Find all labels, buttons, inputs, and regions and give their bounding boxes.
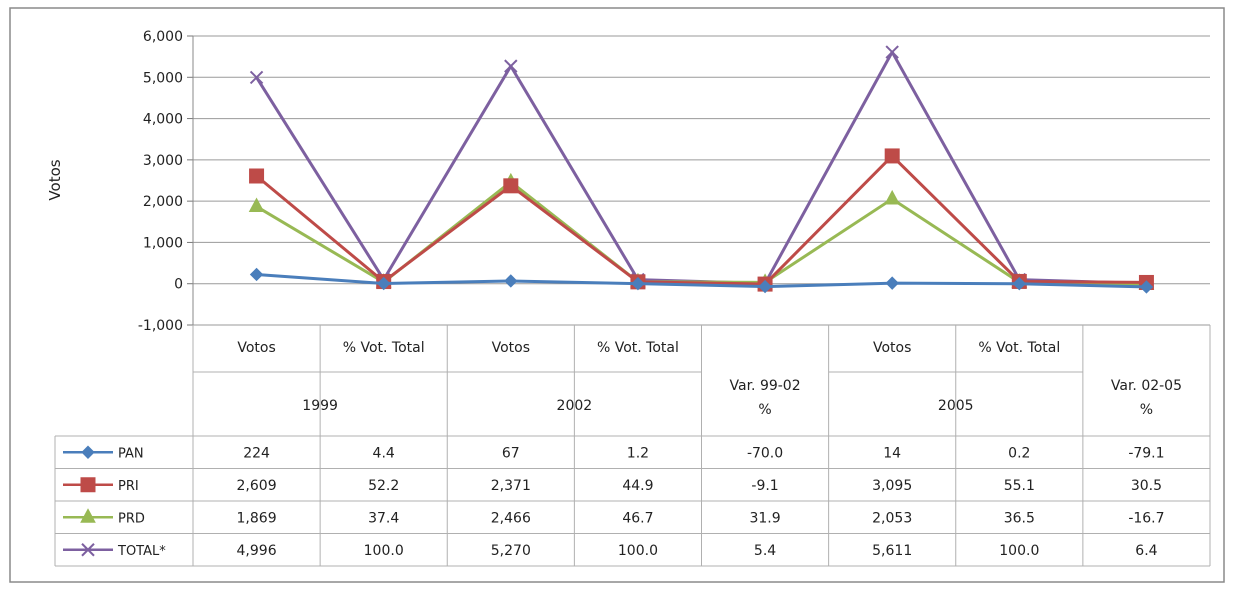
category-group-label: 2002 <box>557 398 593 414</box>
data-point <box>80 477 96 493</box>
table-cell-value: 2,053 <box>872 510 912 526</box>
table-cell-value: 14 <box>883 445 901 461</box>
data-point <box>249 267 264 282</box>
category-group-label: 2005 <box>938 398 974 414</box>
data-point <box>885 276 899 290</box>
y-tick-label: 6,000 <box>143 29 183 45</box>
y-tick-label: -1,000 <box>138 318 183 334</box>
y-tick-label: 3,000 <box>143 153 183 169</box>
table-cell-value: -79.1 <box>1128 445 1164 461</box>
category-sub-label: % Vot. Total <box>597 340 679 356</box>
series-line-pan <box>256 272 1147 289</box>
table-cell-value: 36.5 <box>1004 510 1035 526</box>
category-group-label: 1999 <box>302 398 338 414</box>
table-cell-value: 44.9 <box>622 478 653 494</box>
data-point <box>1012 276 1027 291</box>
y-axis-label: Votos <box>46 159 64 200</box>
data-point <box>249 168 265 184</box>
table-cell-value: 30.5 <box>1131 478 1162 494</box>
data-point <box>504 274 518 288</box>
y-tick-label: 5,000 <box>143 70 183 86</box>
table-cell-value: 4.4 <box>373 445 395 461</box>
table-cell-value: -70.0 <box>747 445 783 461</box>
table-cell-value: 224 <box>243 445 270 461</box>
table-cell-value: 31.9 <box>749 510 780 526</box>
table-cell-value: 5,270 <box>491 543 531 559</box>
category-group-label-unit: % <box>1140 402 1153 418</box>
category-group-label: Var. 99-02 <box>730 378 801 394</box>
legend-label: PRD <box>118 511 145 526</box>
category-group-label: Var. 02-05 <box>1111 378 1182 394</box>
data-point <box>81 543 95 557</box>
category-sub-label: Votos <box>492 340 530 356</box>
table-cell-value: 4,996 <box>237 543 277 559</box>
table-cell-value: 52.2 <box>368 478 399 494</box>
category-sub-label: Votos <box>237 340 275 356</box>
y-tick-label: 4,000 <box>143 112 183 128</box>
data-point <box>248 197 265 213</box>
table-cell-value: 0.2 <box>1008 445 1030 461</box>
data-point <box>376 276 391 291</box>
table-cell-value: 6.4 <box>1135 543 1157 559</box>
data-point <box>884 189 901 205</box>
table-cell-value: 2,609 <box>237 478 277 494</box>
data-point <box>631 276 645 291</box>
table-cell-value: -16.7 <box>1128 510 1164 526</box>
series-line-pri <box>255 154 1147 286</box>
table-cell-value: 5,611 <box>872 543 912 559</box>
table-cell-value: 2,466 <box>491 510 531 526</box>
y-tick-label: 0 <box>174 277 183 293</box>
legend-label: PAN <box>118 446 144 461</box>
legend-label: PRI <box>118 479 139 494</box>
table-cell-value: 2,371 <box>491 478 531 494</box>
chart-area-border <box>9 7 1225 583</box>
y-tick-label: 2,000 <box>143 194 183 210</box>
category-sub-label: % Vot. Total <box>978 340 1060 356</box>
category-group-label-unit: % <box>758 402 771 418</box>
table-cell-value: 55.1 <box>1004 478 1035 494</box>
category-sub-label: % Vot. Total <box>343 340 425 356</box>
table-cell-value: -9.1 <box>751 478 778 494</box>
table-cell-value: 5.4 <box>754 543 776 559</box>
table-cell-value: 100.0 <box>618 543 658 559</box>
table-cell-value: 100.0 <box>364 543 404 559</box>
legend-label: TOTAL* <box>117 544 166 559</box>
category-sub-label: Votos <box>873 340 911 356</box>
table-cell-value: 67 <box>502 445 520 461</box>
data-point <box>503 178 519 194</box>
data-point <box>885 45 899 59</box>
data-point <box>249 70 264 85</box>
data-point <box>758 279 772 294</box>
table-cell-value: 3,095 <box>872 478 912 494</box>
table-cell-value: 37.4 <box>368 510 399 526</box>
data-point <box>504 59 518 73</box>
y-tick-label: 1,000 <box>143 235 183 251</box>
table-cell-value: 1.2 <box>627 445 649 461</box>
data-point <box>81 445 95 459</box>
data-point <box>1139 280 1154 294</box>
table-cell-value: 46.7 <box>622 510 653 526</box>
data-point <box>884 148 900 164</box>
table-cell-value: 1,869 <box>237 510 277 526</box>
data-point <box>80 508 96 523</box>
table-cell-value: 100.0 <box>999 543 1039 559</box>
